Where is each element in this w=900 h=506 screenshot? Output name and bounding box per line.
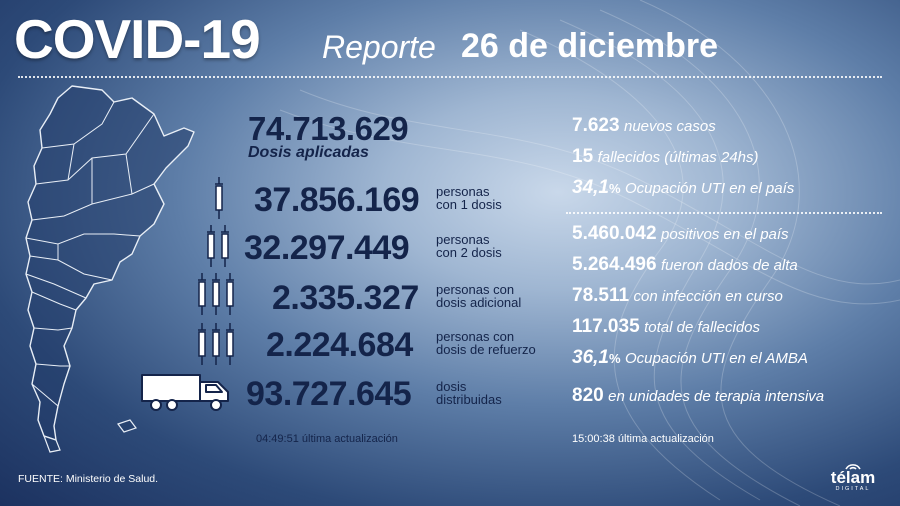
telam-logo: télam DIGITAL	[822, 462, 884, 493]
cases-update-label: última actualización	[617, 433, 714, 445]
icu-amba-text: Ocupación UTI en el AMBA	[625, 350, 808, 367]
total-doses-value: 74.713.629	[248, 110, 409, 147]
two-doses-label-1: personas	[436, 232, 490, 247]
icu-amba-row: 36,1% Ocupación UTI en el AMBA	[572, 348, 808, 367]
tierra-del-fuego	[42, 435, 61, 453]
right-divider	[566, 212, 882, 214]
distributed-doses-label-1: dosis	[436, 379, 467, 394]
active-value: 78.511	[572, 285, 630, 306]
vaccines-update-label: última actualización	[301, 433, 398, 445]
booster-dose-value: 2.224.684	[266, 326, 413, 364]
total-deaths-text: total de fallecidos	[644, 319, 760, 336]
one-dose-label-1: personas	[436, 184, 490, 199]
positives-row: 5.460.042 positivos en el país	[572, 224, 789, 243]
one-dose-value: 37.856.169	[254, 181, 420, 219]
one-dose-label-2: con 1 dosis	[436, 197, 502, 212]
brand-sub: DIGITAL	[835, 486, 871, 492]
recovered-row: 5.264.496 fueron dados de alta	[572, 255, 798, 274]
recovered-value: 5.264.496	[572, 254, 657, 275]
two-doses-value: 32.297.449	[244, 229, 410, 267]
syringe-icon	[198, 273, 234, 315]
page-title: COVID-19	[14, 8, 261, 70]
icu-country-value: 34,1	[572, 177, 609, 198]
active-row: 78.511 con infección en curso	[572, 286, 783, 305]
brand-name: télam	[830, 468, 876, 487]
total-deaths-row: 117.035 total de fallecidos	[572, 317, 760, 336]
deaths-24h-value: 15	[572, 146, 594, 167]
distributed-doses-value: 93.727.645	[246, 375, 412, 413]
syringe-icon	[215, 177, 223, 219]
positives-text: positivos en el país	[660, 226, 789, 243]
vaccines-update-time-row: 04:49:51 última actualización	[256, 433, 398, 445]
icu-country-row: 34,1% Ocupación UTI en el país	[572, 178, 794, 197]
total-doses-label: Dosis aplicadas	[248, 144, 369, 161]
new-cases-text: nuevos casos	[624, 118, 716, 135]
icu-country-text: Ocupación UTI en el país	[625, 180, 795, 197]
syringe-icon	[207, 225, 229, 267]
positives-value: 5.460.042	[572, 223, 657, 244]
source-note: FUENTE: Ministerio de Salud.	[18, 473, 159, 485]
booster-dose-label-1: personas con	[436, 329, 515, 344]
additional-dose-value: 2.335.327	[272, 279, 419, 317]
argentina-map	[25, 85, 195, 453]
icu-units-text: en unidades de terapia intensiva	[608, 388, 825, 405]
icu-amba-suffix: %	[608, 351, 621, 366]
additional-dose-label-2: dosis adicional	[436, 295, 522, 310]
page-subtitle: Reporte	[322, 29, 436, 65]
truck-icon	[141, 374, 229, 411]
booster-dose-label-2: dosis de refuerzo	[436, 342, 536, 357]
distributed-doses-label-2: distribuidas	[436, 392, 502, 407]
new-cases-row: 7.623 nuevos casos	[572, 116, 716, 135]
report-date: 26 de diciembre	[461, 27, 719, 65]
cases-update-time-row: 15:00:38 última actualización	[572, 433, 714, 445]
additional-dose-label-1: personas con	[436, 282, 515, 297]
new-cases-value: 7.623	[572, 115, 620, 136]
icu-country-suffix: %	[608, 181, 621, 196]
signal-icon	[845, 464, 861, 470]
icu-units-row: 820 en unidades de terapia intensiva	[572, 386, 824, 405]
active-text: con infección en curso	[633, 288, 783, 305]
syringe-icon	[198, 323, 234, 365]
recovered-text: fueron dados de alta	[660, 257, 798, 274]
header-divider	[18, 76, 882, 78]
icu-amba-value: 36,1	[572, 347, 609, 368]
icu-units-value: 820	[572, 385, 604, 406]
deaths-24h-text: fallecidos (últimas 24hs)	[597, 149, 759, 166]
two-doses-label-2: con 2 dosis	[436, 245, 502, 260]
total-deaths-value: 117.035	[572, 316, 640, 337]
vaccines-update-time: 04:49:51	[256, 433, 299, 445]
malvinas-islands	[117, 419, 137, 433]
cases-update-time: 15:00:38	[572, 433, 615, 445]
deaths-24h-row: 15 fallecidos (últimas 24hs)	[572, 147, 759, 166]
